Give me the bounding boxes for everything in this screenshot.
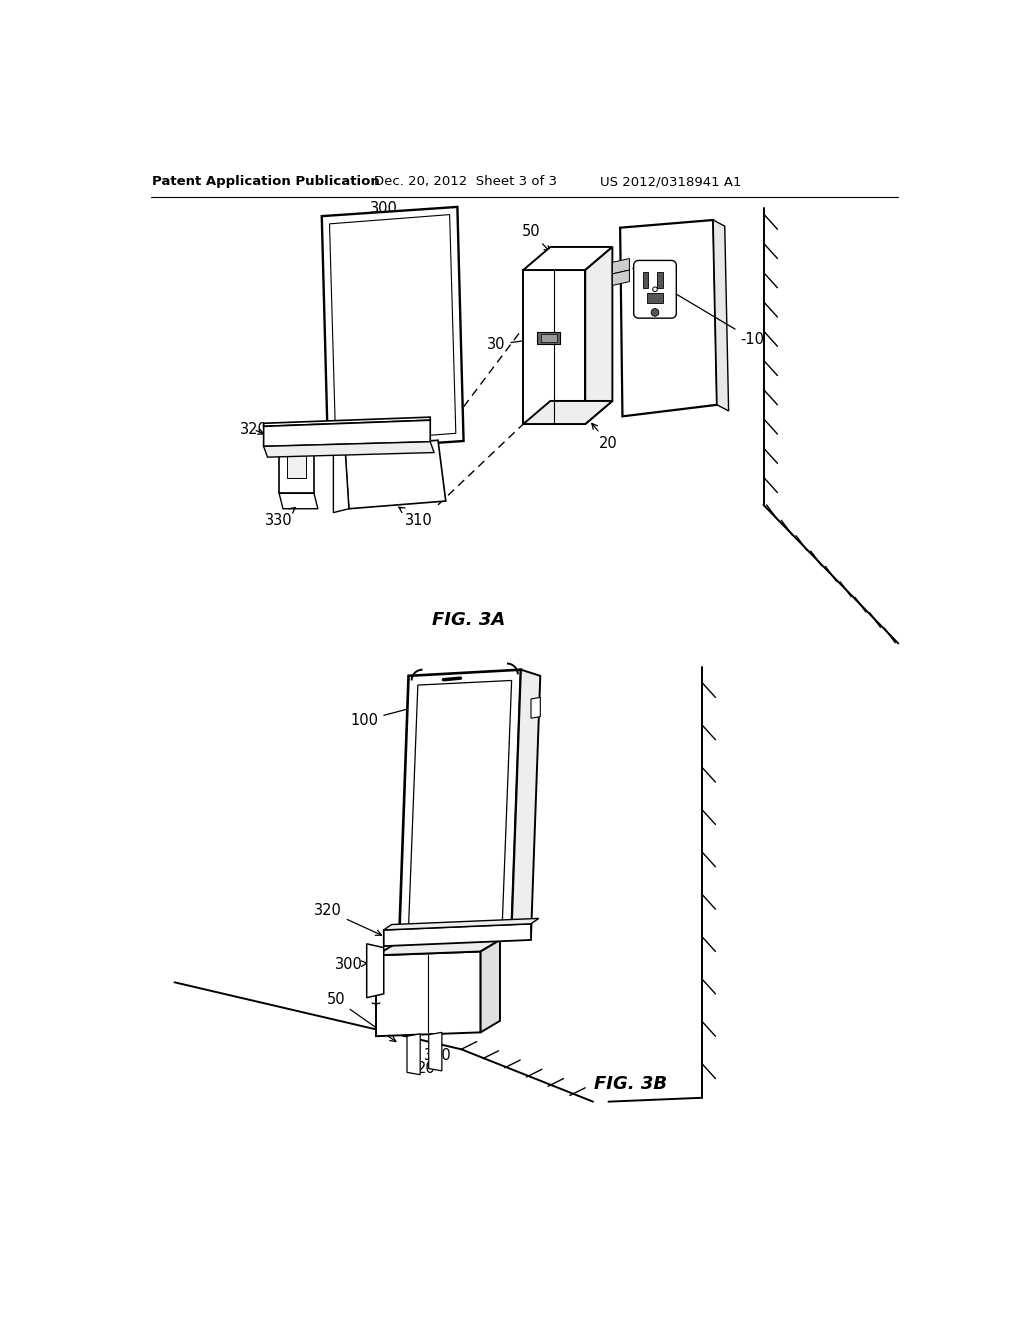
Polygon shape <box>657 272 663 288</box>
Polygon shape <box>429 1032 442 1071</box>
Polygon shape <box>287 436 306 478</box>
Polygon shape <box>407 1034 420 1074</box>
Polygon shape <box>643 272 648 288</box>
Polygon shape <box>376 952 480 1036</box>
Polygon shape <box>367 944 384 998</box>
Circle shape <box>651 309 658 317</box>
Polygon shape <box>280 428 314 494</box>
Text: US 2012/0318941 A1: US 2012/0318941 A1 <box>600 176 741 187</box>
Polygon shape <box>263 420 430 446</box>
Polygon shape <box>345 441 445 508</box>
Text: 320: 320 <box>314 903 382 936</box>
Polygon shape <box>480 940 500 1032</box>
Text: -10: -10 <box>633 268 764 347</box>
Text: 310: 310 <box>424 1048 452 1063</box>
Polygon shape <box>322 207 464 450</box>
Polygon shape <box>263 442 434 457</box>
Polygon shape <box>399 669 521 936</box>
Polygon shape <box>612 259 630 275</box>
Polygon shape <box>523 247 612 271</box>
Polygon shape <box>531 697 541 718</box>
Text: FIG. 3A: FIG. 3A <box>432 611 506 630</box>
Polygon shape <box>538 331 560 345</box>
Polygon shape <box>541 334 557 342</box>
Polygon shape <box>384 919 539 929</box>
Polygon shape <box>612 271 630 285</box>
Text: 30: 30 <box>486 337 540 352</box>
Polygon shape <box>280 494 317 508</box>
Polygon shape <box>523 401 612 424</box>
Polygon shape <box>647 293 663 304</box>
Text: Dec. 20, 2012  Sheet 3 of 3: Dec. 20, 2012 Sheet 3 of 3 <box>374 176 557 187</box>
Polygon shape <box>376 940 500 956</box>
Polygon shape <box>634 260 676 318</box>
Text: 50: 50 <box>521 224 550 252</box>
Polygon shape <box>384 924 531 946</box>
Polygon shape <box>512 669 541 936</box>
Text: 50: 50 <box>327 991 396 1041</box>
Text: 110: 110 <box>370 325 397 339</box>
Text: 20: 20 <box>592 424 617 451</box>
Polygon shape <box>263 417 430 426</box>
Polygon shape <box>621 220 717 416</box>
Polygon shape <box>409 681 512 927</box>
Circle shape <box>652 286 657 292</box>
Text: FIG. 3B: FIG. 3B <box>594 1074 667 1093</box>
Polygon shape <box>523 271 586 424</box>
Polygon shape <box>334 447 349 512</box>
Text: 300: 300 <box>335 957 367 972</box>
Text: 330: 330 <box>265 507 295 528</box>
Text: 300: 300 <box>370 201 397 232</box>
Text: Patent Application Publication: Patent Application Publication <box>153 176 380 187</box>
Polygon shape <box>586 247 612 424</box>
Polygon shape <box>330 215 456 442</box>
Polygon shape <box>713 220 729 411</box>
Text: 320: 320 <box>240 422 267 437</box>
Text: 310: 310 <box>399 507 432 528</box>
Text: 100: 100 <box>350 698 441 729</box>
Text: 20: 20 <box>417 1061 436 1076</box>
